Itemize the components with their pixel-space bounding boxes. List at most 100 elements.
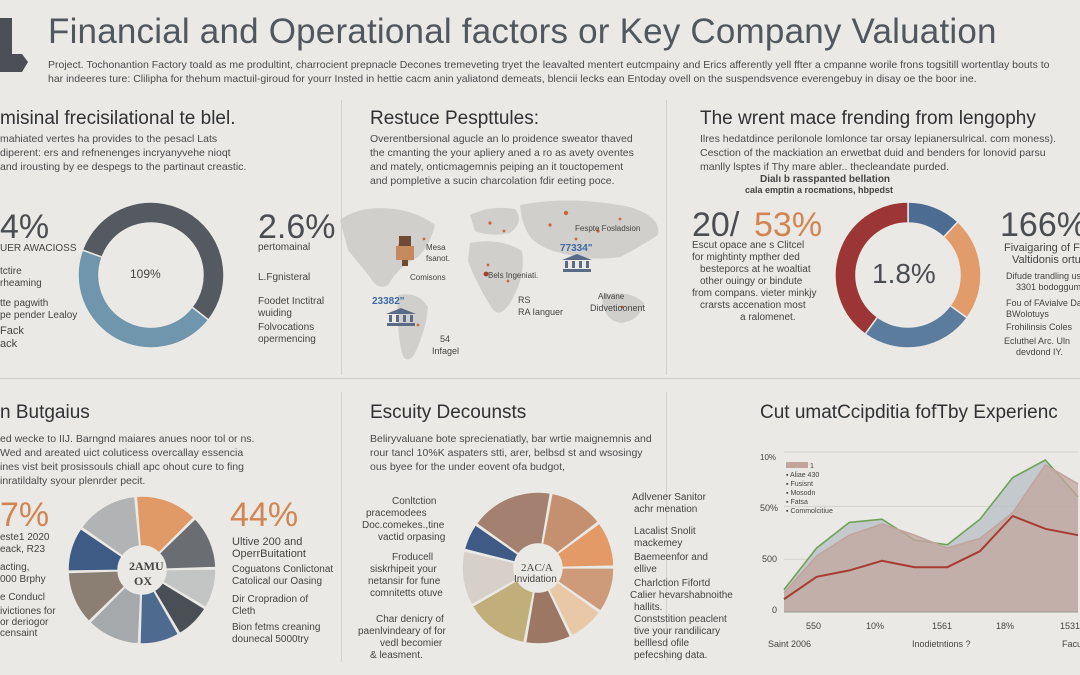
section-body: mahiated vertes ha provides to the pesac… xyxy=(0,133,247,173)
note: belllesd ofile xyxy=(634,638,690,649)
x-axis-footer: Inodietntions ? xyxy=(912,639,971,649)
series-line xyxy=(783,463,1079,594)
map-label: Allvane xyxy=(598,292,625,301)
donut-chart-1 xyxy=(76,200,226,355)
map-label: 23382" xyxy=(372,296,405,307)
note: opermencing xyxy=(258,334,316,345)
pie-slice xyxy=(524,588,572,645)
y-tick: 0 xyxy=(772,605,778,615)
stat-value: 2.6% xyxy=(258,208,336,246)
note: paenlvindeary of for xyxy=(358,626,446,637)
divider xyxy=(666,392,667,662)
y-tick: 10% xyxy=(760,453,777,462)
note: devdond IY. xyxy=(1016,347,1063,357)
chart-title: Dialı b rasspanted bellation xyxy=(760,174,891,185)
pie-slice xyxy=(471,579,535,644)
series-line xyxy=(783,514,1079,601)
map-label: Fespte Fosladsion xyxy=(575,224,641,233)
note: censaint xyxy=(0,628,38,639)
note: siskrhipeit your xyxy=(370,564,437,575)
legend-label: Aliae 430 xyxy=(790,472,820,479)
section-body: Overentbersional agucle an lo proidence … xyxy=(370,133,634,187)
note: acting, xyxy=(0,562,30,573)
pie-slice xyxy=(88,585,142,645)
area-chart xyxy=(740,440,1080,655)
map-label: Comisons xyxy=(410,273,446,282)
asia xyxy=(520,200,659,259)
section-heading: The wrent mace frending from lengophy xyxy=(700,108,1036,129)
pie-slice xyxy=(834,201,909,336)
pie-slice xyxy=(556,522,615,569)
note: OperrBuitationt xyxy=(232,548,306,560)
pie-slice xyxy=(161,568,217,609)
note: este1 2020 xyxy=(0,532,50,543)
note: Conststition peaclent xyxy=(634,614,727,625)
section-body: ed wecke to IIJ. Barngnd maiares anues n… xyxy=(0,433,255,487)
note: other ouingy or bindute xyxy=(700,276,803,287)
pie-slice xyxy=(67,527,124,572)
note: Doc.comekes.,tine xyxy=(362,520,445,531)
map-label: Bels Ingeniati. xyxy=(488,271,539,280)
intro-paragraph: Project. Tochonantion Factory toald as m… xyxy=(48,59,1050,85)
stat-value: 44% xyxy=(230,496,299,534)
pie-slice xyxy=(864,304,969,349)
pie-center-label: 2AMU xyxy=(129,559,164,573)
pie-chart-2 xyxy=(460,490,616,651)
pie-slice xyxy=(139,589,180,645)
note: mackemey xyxy=(634,538,683,549)
note: for mightinty mpther ded xyxy=(692,252,800,263)
section-body: Beliryvaluane bote sprecienatiatly, bar … xyxy=(370,433,652,473)
legend-label: Mosodn xyxy=(790,490,816,497)
pie-slice xyxy=(541,492,600,555)
x-axis-footer: Facu xyxy=(1062,639,1080,649)
building-icon xyxy=(390,236,420,271)
note: Difude trandling us xyxy=(1006,271,1080,281)
pie-slice xyxy=(77,249,210,349)
note: Cleth xyxy=(232,606,256,617)
legend-label: Fusisnt xyxy=(790,481,813,488)
donut-chart-2 xyxy=(833,200,983,355)
note: dounecal 5000try xyxy=(232,634,309,645)
y-tick: 500 xyxy=(762,554,778,564)
pie-center-label: Invidation xyxy=(514,574,557,585)
note: Valtidonis ortura xyxy=(1012,254,1080,266)
africa xyxy=(468,241,523,313)
donut-center-label: 1.8% xyxy=(872,258,936,289)
map-label: Infagel xyxy=(432,346,460,356)
note: pefecshing data. xyxy=(634,650,708,661)
note: BWolotuys xyxy=(1006,309,1049,319)
map-label: 54 xyxy=(440,334,451,344)
note: Ultive 200 and xyxy=(232,536,303,548)
note: besteporcs at he woaltiat xyxy=(700,264,811,275)
pie-slice xyxy=(547,580,601,637)
logo-mark-icon xyxy=(0,18,28,72)
note: vactid orpasing xyxy=(378,532,446,543)
pie-center-label: OX xyxy=(134,574,152,588)
divider xyxy=(341,392,342,662)
note: Conltction xyxy=(392,496,437,507)
note: wuiding xyxy=(258,308,292,319)
logo xyxy=(0,18,28,76)
note: rheaming xyxy=(0,278,42,289)
note: & leasment. xyxy=(370,650,423,661)
stat-value: 4% xyxy=(0,208,50,246)
legend-label: Commolcitiue xyxy=(790,508,833,515)
note: Dir Cropradion of xyxy=(232,594,309,605)
note: tte pagwith xyxy=(0,298,49,309)
pie-slice xyxy=(153,581,207,635)
note: Fack xyxy=(0,325,24,337)
divider xyxy=(341,100,342,375)
note: from compans. vieter minkjy xyxy=(692,288,817,299)
stat-label: pertomainal xyxy=(258,242,311,253)
note: Escut opace ane s Clitcel xyxy=(692,240,805,251)
note: Calier hevarshabnoithe xyxy=(630,590,733,601)
pie-chart-1 xyxy=(66,494,218,651)
note: vedl becomier xyxy=(380,638,443,649)
note: Lacalist Snolit xyxy=(634,526,696,537)
note: Fou of FAvialve Da xyxy=(1006,298,1080,308)
note: Adlvener Sanitor xyxy=(632,492,706,503)
note: hallits. xyxy=(634,602,663,613)
note: Ecluthel Arc. Uln xyxy=(1004,336,1071,346)
section-body: Ilres hedatdince perilonole lomlonce tar… xyxy=(700,133,1057,173)
europe xyxy=(470,207,519,235)
